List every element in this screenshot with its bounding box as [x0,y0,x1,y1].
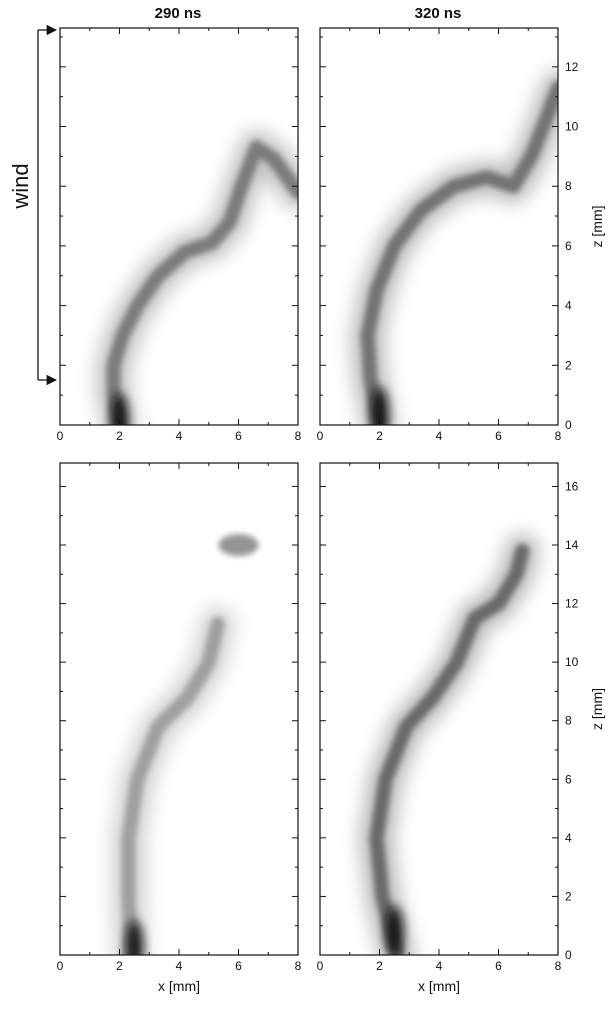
plot-background [60,28,298,425]
filament-image [359,533,540,955]
x-tick-label: 6 [235,959,242,973]
filament-image [111,534,259,955]
x-tick-label: 0 [57,429,64,443]
x-tick-label: 4 [176,959,183,973]
column-title-290ns: 290 ns [155,5,202,22]
x-tick-label: 6 [235,429,242,443]
y-tick-label: 12 [565,60,579,74]
bright-spot [385,905,404,955]
y-tick-label: 6 [565,239,572,253]
y-tick-label: 10 [565,120,579,134]
x-tick-label: 8 [295,959,302,973]
y-tick-label: 16 [565,479,579,493]
x-tick-label: 2 [376,959,383,973]
bright-spot [110,393,129,425]
x-tick-label: 0 [317,429,324,443]
y-tick-label: 2 [565,358,572,372]
y-tick-label: 12 [565,597,579,611]
x-tick-label: 4 [436,959,443,973]
y-axis-title: z [mm] [589,688,605,730]
bright-spot [370,387,389,425]
bright-spot [125,920,144,955]
y-tick-label: 6 [565,772,572,786]
filament-image [350,70,558,425]
wind-label: wind [8,163,33,209]
y-tick-label: 2 [565,889,572,903]
x-tick-label: 4 [436,429,443,443]
column-title-320ns: 320 ns [415,5,462,22]
x-tick-label: 0 [317,959,324,973]
x-tick-label: 6 [495,959,502,973]
y-tick-label: 0 [565,418,572,432]
x-tick-label: 2 [376,429,383,443]
y-tick-label: 10 [565,655,579,669]
x-axis-title: x [mm] [418,978,460,994]
filament-core [106,140,298,425]
panel-bottom-left: 0 2 4 6 8 x [mm] [57,462,302,994]
filament-core [360,80,558,425]
x-axis-title: x [mm] [158,978,200,994]
y-tick-label: 8 [565,179,572,193]
detached-blob [218,534,259,556]
y-tick-label: 0 [565,948,572,962]
y-tick-label: 14 [565,538,579,552]
wind-annotation: wind [8,24,58,386]
x-tick-label: 6 [495,429,502,443]
filament-core [369,543,530,955]
y-axis-title: z [mm] [589,206,605,248]
x-tick-label: 8 [295,429,302,443]
panel-top-left: 0 2 4 6 8 [57,27,302,443]
x-tick-label: 8 [555,959,562,973]
filament-core [121,617,225,955]
filament-image [96,130,298,425]
y-tick-label: 4 [565,299,572,313]
x-tick-label: 2 [116,429,123,443]
x-tick-label: 4 [176,429,183,443]
y-tick-label: 4 [565,831,572,845]
x-tick-label: 2 [116,959,123,973]
y-tick-label: 8 [565,714,572,728]
x-tick-label: 0 [57,959,64,973]
x-tick-label: 8 [555,429,562,443]
